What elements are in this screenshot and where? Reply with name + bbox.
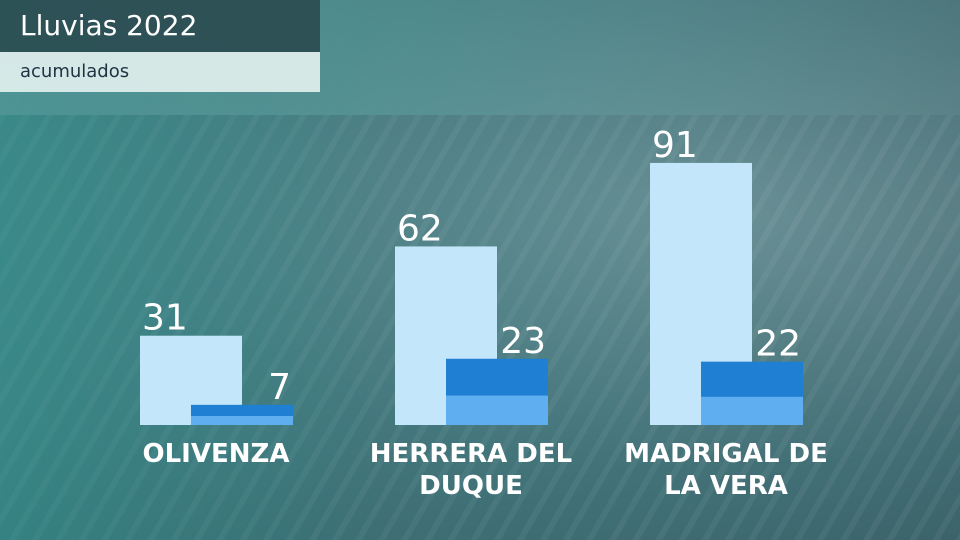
bar: [191, 404, 293, 425]
value-label: 23: [500, 321, 546, 362]
category-label: HERRERA DEL DUQUE: [369, 439, 573, 501]
value-label: 7: [268, 367, 291, 408]
value-label: 62: [397, 208, 443, 249]
chart-title: Lluvias 2022: [0, 0, 320, 52]
bar: [446, 358, 548, 425]
value-label: 31: [142, 298, 188, 339]
chart-subtitle: acumulados: [0, 52, 320, 92]
bar: [701, 361, 803, 425]
category-label: MADRIGAL DE LA VERA: [624, 439, 828, 501]
category-label: OLIVENZA: [142, 439, 290, 469]
value-label: 91: [652, 125, 698, 166]
value-label: 22: [755, 324, 801, 365]
